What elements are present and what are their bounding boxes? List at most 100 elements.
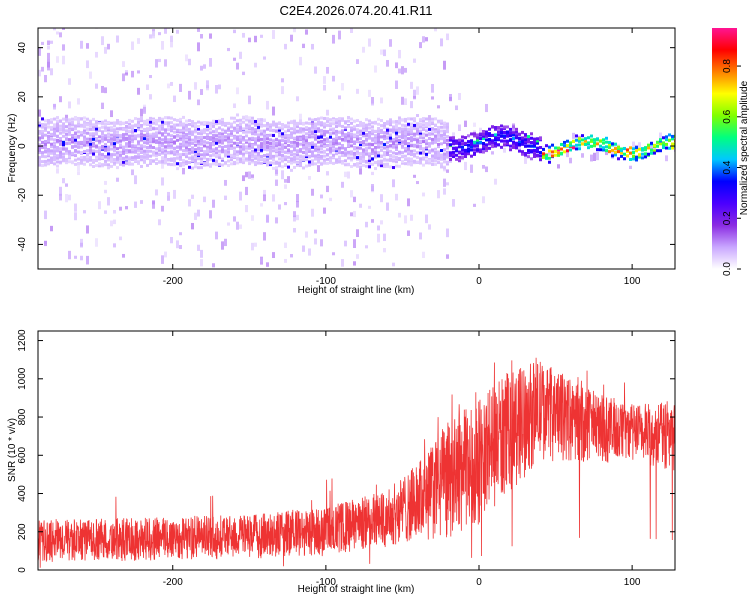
spectrogram-cell bbox=[338, 146, 341, 150]
spectrogram-cell bbox=[197, 124, 200, 128]
spectrogram-cell bbox=[602, 138, 605, 142]
spectrogram-cell bbox=[404, 117, 407, 121]
spectrogram-cell bbox=[518, 132, 521, 136]
spectrogram-cell bbox=[317, 127, 320, 131]
spectrogram-cell bbox=[233, 155, 236, 159]
spectrogram-cell bbox=[503, 143, 506, 147]
spectrogram-cell bbox=[317, 153, 320, 157]
spectrogram-cell bbox=[395, 164, 398, 168]
spectrogram-cell bbox=[53, 117, 56, 121]
spectrogram-cell bbox=[455, 141, 458, 145]
spectrogram-cell bbox=[143, 152, 146, 156]
spectrogram-cell bbox=[377, 140, 380, 144]
spectrogram-cell bbox=[203, 161, 206, 165]
spectrogram-cell bbox=[191, 138, 194, 142]
spectrogram-cell bbox=[65, 129, 68, 133]
spectrogram-cell bbox=[245, 139, 248, 143]
spectrogram-cell bbox=[302, 121, 305, 125]
spectrogram-cell bbox=[395, 152, 398, 156]
spectrogram-cell bbox=[221, 136, 224, 140]
spectrogram-cell bbox=[305, 144, 308, 151]
spectrogram-cell bbox=[143, 141, 146, 145]
spectrogram-cell bbox=[392, 158, 395, 162]
spectrogram-cell bbox=[377, 127, 380, 131]
spectrogram-cell bbox=[506, 134, 509, 138]
spectrogram-cell bbox=[374, 167, 377, 171]
spectrogram-cell bbox=[80, 40, 83, 49]
spectrogram-cell bbox=[452, 150, 455, 154]
spectrogram-cell bbox=[488, 146, 491, 150]
spectrogram-cell bbox=[443, 188, 446, 195]
spectrogram-cell bbox=[413, 123, 416, 127]
colorbar-tick-label: 0.2 bbox=[722, 211, 733, 225]
spectrogram-cell bbox=[500, 131, 503, 135]
spectrogram-cell bbox=[44, 75, 47, 83]
spectrogram-cell bbox=[263, 194, 266, 202]
spectrogram-cell bbox=[197, 149, 200, 153]
spectrogram-cell bbox=[287, 129, 290, 133]
spectrogram-cell bbox=[59, 131, 62, 135]
spectrogram-cell bbox=[152, 146, 155, 150]
spectrogram-cell bbox=[179, 120, 182, 124]
spectrogram-cell bbox=[431, 84, 434, 93]
spectrogram-cell bbox=[311, 141, 314, 145]
spectrogram-cell bbox=[110, 153, 113, 157]
spectrogram-cell bbox=[299, 113, 302, 123]
spectrogram-cell bbox=[65, 149, 68, 153]
spectrogram-cell bbox=[284, 150, 287, 154]
spectrogram-cell bbox=[146, 130, 149, 134]
spectrogram-cell bbox=[281, 78, 284, 83]
spectrogram-cell bbox=[401, 160, 404, 164]
spectrogram-cell bbox=[380, 220, 383, 225]
spectrogram-cell bbox=[236, 87, 239, 95]
spectrogram-cell bbox=[143, 122, 146, 126]
spectrogram-cell bbox=[107, 43, 110, 50]
spectrogram-cell bbox=[374, 146, 377, 152]
spectrogram-cell bbox=[461, 142, 464, 146]
spectrogram-cell bbox=[140, 123, 143, 127]
spectrogram-cell bbox=[230, 133, 233, 137]
spectrogram-cell bbox=[176, 167, 179, 171]
spectrogram-cell bbox=[446, 169, 449, 173]
spectrogram-cell bbox=[236, 129, 239, 133]
spectrogram-cell bbox=[233, 135, 236, 139]
spectrogram-cell bbox=[446, 142, 449, 146]
spectrogram-cell bbox=[149, 124, 152, 128]
spectrogram-cell bbox=[53, 147, 56, 151]
spectrogram-cell bbox=[305, 231, 308, 238]
spectrogram-cell bbox=[323, 122, 326, 126]
spectrogram-cell bbox=[131, 41, 134, 50]
spectrogram-y-tick-label: 0 bbox=[17, 143, 28, 149]
spectrogram-cell bbox=[614, 142, 617, 146]
spectrogram-cell bbox=[254, 130, 257, 134]
spectrogram-cell bbox=[347, 150, 350, 154]
spectrogram-cell bbox=[80, 255, 83, 261]
spectrogram-cell bbox=[548, 152, 551, 156]
spectrogram-cell bbox=[485, 166, 488, 173]
spectrogram-cell bbox=[185, 128, 188, 132]
spectrogram-cell bbox=[395, 148, 398, 152]
spectrogram-cell bbox=[473, 144, 476, 148]
spectrogram-cell bbox=[248, 156, 251, 160]
spectrogram-cell bbox=[416, 155, 419, 159]
spectrogram-cell bbox=[512, 145, 515, 149]
spectrogram-cell bbox=[536, 150, 539, 154]
spectrogram-cell bbox=[83, 156, 86, 160]
spectrogram-cell bbox=[260, 129, 263, 133]
spectrogram-cell bbox=[59, 139, 62, 143]
spectrogram-cell bbox=[122, 127, 125, 131]
spectrogram-cell bbox=[266, 141, 269, 145]
spectrogram-cell bbox=[173, 118, 176, 122]
spectrogram-cell bbox=[107, 166, 110, 170]
spectrogram-cell bbox=[197, 157, 200, 161]
spectrogram-cell bbox=[80, 131, 83, 135]
spectrogram-cell bbox=[86, 121, 89, 125]
spectrogram-cell bbox=[485, 132, 488, 136]
spectrogram-cell bbox=[542, 155, 545, 159]
spectrogram-cell bbox=[140, 164, 143, 168]
spectrogram-cell bbox=[260, 137, 263, 141]
spectrogram-cell bbox=[173, 130, 176, 134]
spectrogram-cell bbox=[113, 131, 116, 135]
spectrogram-cell bbox=[383, 126, 386, 130]
spectrogram-cell bbox=[134, 144, 137, 148]
